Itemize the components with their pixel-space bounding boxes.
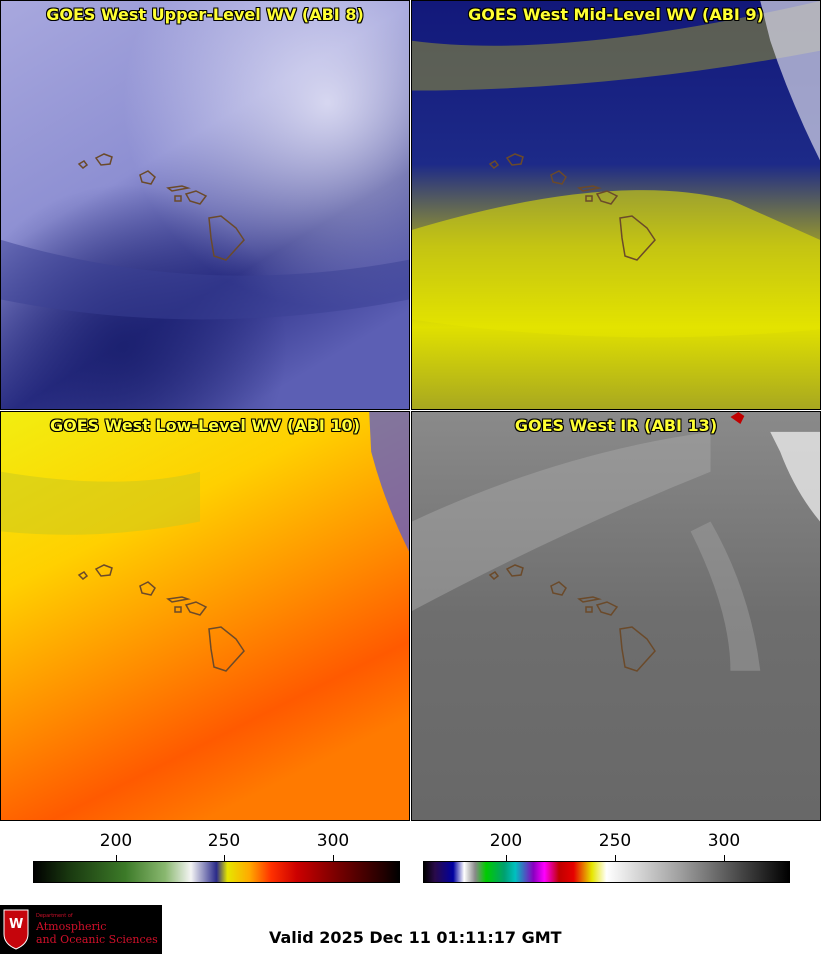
- panel-low-level-wv: GOES West Low-Level WV (ABI 10): [0, 411, 410, 821]
- colorbar-tick: [724, 855, 725, 861]
- logo-line-1: Department of: [36, 913, 73, 919]
- panel-ir: GOES West IR (ABI 13): [411, 411, 821, 821]
- valid-time: Valid 2025 Dec 11 01:11:17 GMT: [269, 928, 562, 947]
- hawaii-outline: [488, 153, 656, 261]
- panel-mid-level-wv: GOES West Mid-Level WV (ABI 9): [411, 0, 821, 410]
- hawaii-outline: [77, 564, 245, 672]
- panel-title: GOES West Low-Level WV (ABI 10): [49, 416, 360, 435]
- mid-level-wv-image: [412, 1, 820, 409]
- panel-title: GOES West Upper-Level WV (ABI 8): [46, 5, 364, 24]
- colorbar-tick: [116, 855, 117, 861]
- colorbar-tick: [333, 855, 334, 861]
- upper-level-wv-image: [1, 1, 409, 409]
- ir-colorbar: [423, 861, 790, 883]
- panel-title: GOES West IR (ABI 13): [514, 416, 718, 435]
- colorbar-tick-label: 250: [598, 831, 632, 851]
- colorbar-tick: [615, 855, 616, 861]
- logo-line-2: Atmospheric: [36, 920, 107, 933]
- hawaii-outline: [77, 153, 245, 261]
- uw-crest-icon: [3, 909, 29, 950]
- low-level-wv-image: [1, 412, 409, 820]
- ir-image: [412, 412, 820, 820]
- crest-letter: W: [9, 917, 24, 932]
- colorbar-tick-label: 300: [707, 831, 741, 851]
- colorbar-tick-label: 300: [316, 831, 350, 851]
- colorbar-tick: [506, 855, 507, 861]
- hawaii-outline: [488, 564, 656, 672]
- wv-colorbar: [33, 861, 400, 883]
- logo-line-3: and Oceanic Sciences: [36, 933, 158, 946]
- panel-upper-level-wv: GOES West Upper-Level WV (ABI 8): [0, 0, 410, 410]
- aos-logo: W Department of Atmospheric and Oceanic …: [0, 905, 162, 954]
- colorbar-tick-label: 200: [99, 831, 133, 851]
- colorbar-tick: [224, 855, 225, 861]
- panel-title: GOES West Mid-Level WV (ABI 9): [468, 5, 764, 24]
- colorbar-tick-label: 200: [489, 831, 523, 851]
- colorbar-tick-label: 250: [207, 831, 241, 851]
